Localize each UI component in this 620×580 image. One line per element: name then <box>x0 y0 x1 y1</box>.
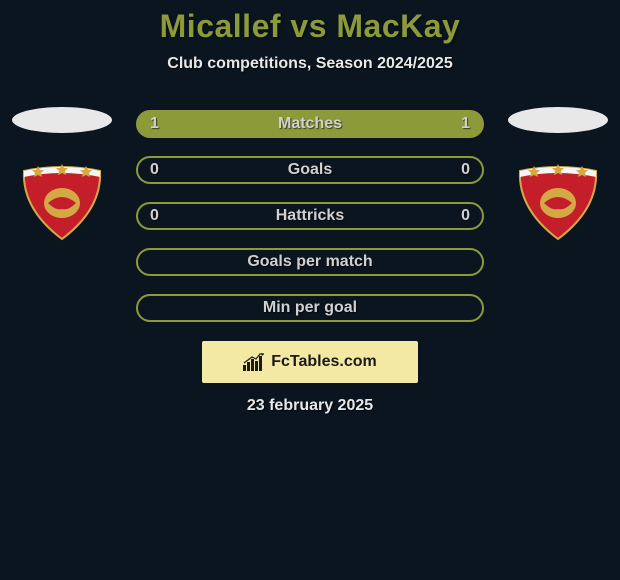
brand-text: FcTables.com <box>271 353 377 371</box>
stat-right-value: 0 <box>461 161 470 179</box>
stat-row: Goals per match <box>0 239 620 285</box>
stat-row: Min per goal <box>0 285 620 331</box>
stat-left-value: 1 <box>150 115 159 133</box>
stat-left-value: 0 <box>150 161 159 179</box>
page-title: Micallef vs MacKay <box>0 8 620 45</box>
brand-badge: FcTables.com <box>202 341 418 383</box>
stat-right-value: 1 <box>461 115 470 133</box>
stat-row: 0 Goals 0 <box>0 147 620 193</box>
chart-bars-icon <box>243 353 265 371</box>
comparison-card: Micallef vs MacKay Club competitions, Se… <box>0 0 620 415</box>
stat-label: Matches <box>278 115 342 133</box>
stat-right-value: 0 <box>461 207 470 225</box>
subtitle: Club competitions, Season 2024/2025 <box>0 55 620 73</box>
stats-block: 1 Matches 1 0 Goals 0 0 Hattricks 0 Goal… <box>0 101 620 331</box>
stat-left-value: 0 <box>150 207 159 225</box>
stat-row: 1 Matches 1 <box>0 101 620 147</box>
stat-label: Hattricks <box>276 207 344 225</box>
stat-label: Goals per match <box>247 253 372 271</box>
stat-bar-goals: 0 Goals 0 <box>136 156 484 184</box>
stat-label: Min per goal <box>263 299 357 317</box>
stat-bar-hattricks: 0 Hattricks 0 <box>136 202 484 230</box>
stat-row: 0 Hattricks 0 <box>0 193 620 239</box>
stat-label: Goals <box>288 161 332 179</box>
stat-bar-min-per-goal: Min per goal <box>136 294 484 322</box>
date-label: 23 february 2025 <box>0 397 620 415</box>
stat-bar-matches: 1 Matches 1 <box>136 110 484 138</box>
stat-bar-goals-per-match: Goals per match <box>136 248 484 276</box>
